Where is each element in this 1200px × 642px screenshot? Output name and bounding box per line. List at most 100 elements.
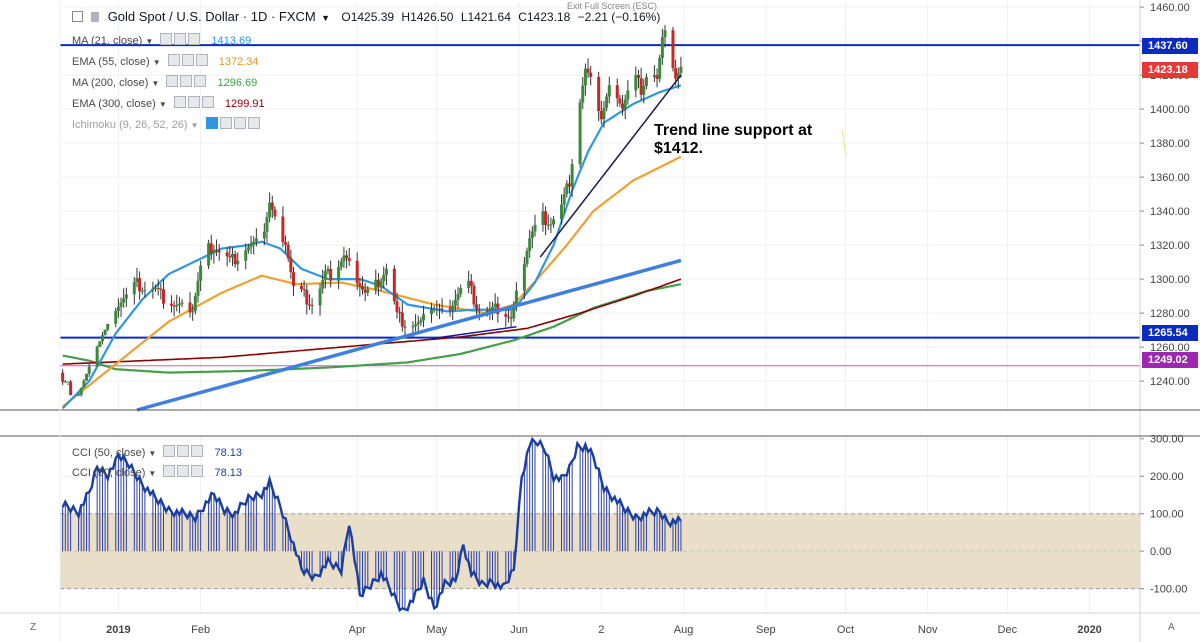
settings-icon[interactable] bbox=[219, 117, 232, 129]
chevron-down-icon[interactable]: ▼ bbox=[158, 100, 167, 109]
chevron-down-icon[interactable]: ▼ bbox=[151, 79, 160, 88]
chevron-down-icon[interactable]: ▼ bbox=[152, 58, 161, 67]
candle-body bbox=[636, 75, 640, 79]
chevron-down-icon[interactable]: ▼ bbox=[148, 469, 157, 478]
eye-icon[interactable] bbox=[166, 75, 179, 87]
candle-body bbox=[491, 306, 495, 311]
candle-body bbox=[337, 267, 341, 281]
candle-body bbox=[159, 288, 163, 290]
candle-body bbox=[663, 30, 667, 38]
chart-header: Gold Spot / U.S. Dollar · 1D · FXCM ▼ O1… bbox=[72, 9, 664, 24]
settings-icon[interactable] bbox=[181, 54, 194, 66]
candle-body bbox=[679, 66, 683, 73]
candle-body bbox=[161, 289, 165, 304]
candle-body bbox=[85, 373, 89, 381]
candle-body bbox=[496, 303, 500, 315]
candle-body bbox=[140, 290, 144, 292]
exit-fullscreen-hint[interactable]: Exit Full Screen (ESC) bbox=[567, 1, 658, 11]
close-icon[interactable] bbox=[195, 54, 208, 66]
candle-body bbox=[273, 209, 277, 217]
x-tick-label: 2020 bbox=[1077, 624, 1101, 636]
x-tick-label: Oct bbox=[837, 624, 854, 636]
legend-cci-2[interactable]: CCI (50, close) ▼ 78.13 bbox=[72, 465, 242, 479]
x-tick-label: Nov bbox=[918, 624, 938, 636]
candle-body bbox=[376, 279, 380, 288]
legend-ema55[interactable]: EMA (55, close) ▼ 1372.34 bbox=[72, 54, 259, 68]
trend-annotation[interactable]: Trend line support at $1412. bbox=[654, 122, 812, 158]
symbol-title[interactable]: Gold Spot / U.S. Dollar · 1D · FXCM bbox=[107, 9, 316, 24]
legend-ichimoku[interactable]: Ichimoku (9, 26, 52, 26) ▼ bbox=[72, 117, 266, 131]
candle-body bbox=[119, 302, 123, 307]
candle-body bbox=[607, 85, 611, 97]
candle-body bbox=[546, 224, 550, 226]
legend-value: 78.13 bbox=[214, 447, 242, 459]
candle-body bbox=[318, 288, 322, 306]
timezone-button[interactable]: Z bbox=[30, 622, 37, 633]
candles bbox=[61, 25, 683, 397]
x-tick-label: 2 bbox=[598, 624, 604, 636]
eye-icon[interactable] bbox=[173, 96, 186, 108]
braces-icon[interactable] bbox=[233, 117, 246, 129]
candle-body bbox=[138, 278, 142, 292]
candle-body bbox=[270, 202, 274, 210]
legend-ema300[interactable]: EMA (300, close) ▼ 1299.91 bbox=[72, 96, 265, 110]
candle-body bbox=[116, 306, 120, 312]
settings-icon[interactable] bbox=[177, 465, 190, 477]
legend-cci-1[interactable]: CCI (50, close) ▼ 78.13 bbox=[72, 445, 242, 459]
candle-body bbox=[77, 394, 81, 396]
candle-body bbox=[106, 323, 110, 330]
horizontal-levels[interactable] bbox=[60, 44, 1140, 367]
candle-body bbox=[79, 387, 83, 395]
candle-body bbox=[671, 30, 675, 69]
settings-icon[interactable] bbox=[177, 445, 190, 457]
eye-icon[interactable] bbox=[167, 54, 180, 66]
candle-body bbox=[151, 288, 155, 291]
close-icon[interactable] bbox=[194, 75, 207, 87]
candle-body bbox=[674, 68, 678, 79]
candle-body bbox=[623, 99, 627, 109]
candle-body bbox=[345, 255, 349, 259]
chevron-down-icon[interactable]: ▼ bbox=[190, 121, 199, 130]
candle-body bbox=[268, 202, 272, 218]
legend-value: 1299.91 bbox=[224, 98, 265, 110]
chevron-down-icon[interactable]: ▼ bbox=[321, 13, 331, 23]
close-icon[interactable] bbox=[201, 96, 214, 108]
candle-body bbox=[193, 295, 197, 312]
eye-off-icon[interactable] bbox=[205, 117, 218, 129]
candle-body bbox=[398, 311, 402, 313]
collapse-icon[interactable] bbox=[72, 11, 83, 22]
candle-body bbox=[382, 274, 386, 282]
legend-value: 1372.34 bbox=[218, 56, 259, 68]
close-icon[interactable] bbox=[191, 445, 204, 457]
eye-icon[interactable] bbox=[163, 445, 176, 457]
candle-body bbox=[177, 303, 181, 306]
candle-body bbox=[634, 75, 638, 91]
chevron-down-icon[interactable]: ▼ bbox=[148, 449, 157, 458]
legend-label: MA (200, close) bbox=[72, 77, 149, 89]
candle-body bbox=[522, 263, 526, 291]
cci-tick-label: -100.00 bbox=[1150, 584, 1187, 596]
ema55-line bbox=[62, 155, 682, 408]
candle-body bbox=[419, 320, 423, 323]
settings-icon[interactable] bbox=[174, 33, 187, 45]
legend-ma200[interactable]: MA (200, close) ▼ 1296.69 bbox=[72, 75, 257, 89]
settings-icon[interactable] bbox=[187, 96, 200, 108]
legend-label: Ichimoku (9, 26, 52, 26) bbox=[72, 119, 188, 131]
legend-ma21[interactable]: MA (21, close) ▼ 1413.69 bbox=[72, 33, 251, 47]
eye-icon[interactable] bbox=[160, 33, 173, 45]
close-icon[interactable] bbox=[191, 465, 204, 477]
cci-tick-label: 100.00 bbox=[1150, 509, 1184, 521]
trend-lines[interactable] bbox=[136, 74, 682, 412]
close-icon[interactable] bbox=[188, 33, 201, 45]
candle-body bbox=[453, 299, 457, 306]
eye-icon[interactable] bbox=[163, 465, 176, 477]
auto-scale-button[interactable]: A bbox=[1168, 622, 1175, 633]
y-tick-label: 1380.00 bbox=[1150, 138, 1190, 150]
candle-body bbox=[292, 272, 296, 286]
x-tick-label: 2019 bbox=[106, 624, 130, 636]
candle-body bbox=[180, 302, 184, 304]
close-icon[interactable] bbox=[247, 117, 260, 129]
chevron-down-icon[interactable]: ▼ bbox=[145, 37, 154, 46]
settings-icon[interactable] bbox=[180, 75, 193, 87]
